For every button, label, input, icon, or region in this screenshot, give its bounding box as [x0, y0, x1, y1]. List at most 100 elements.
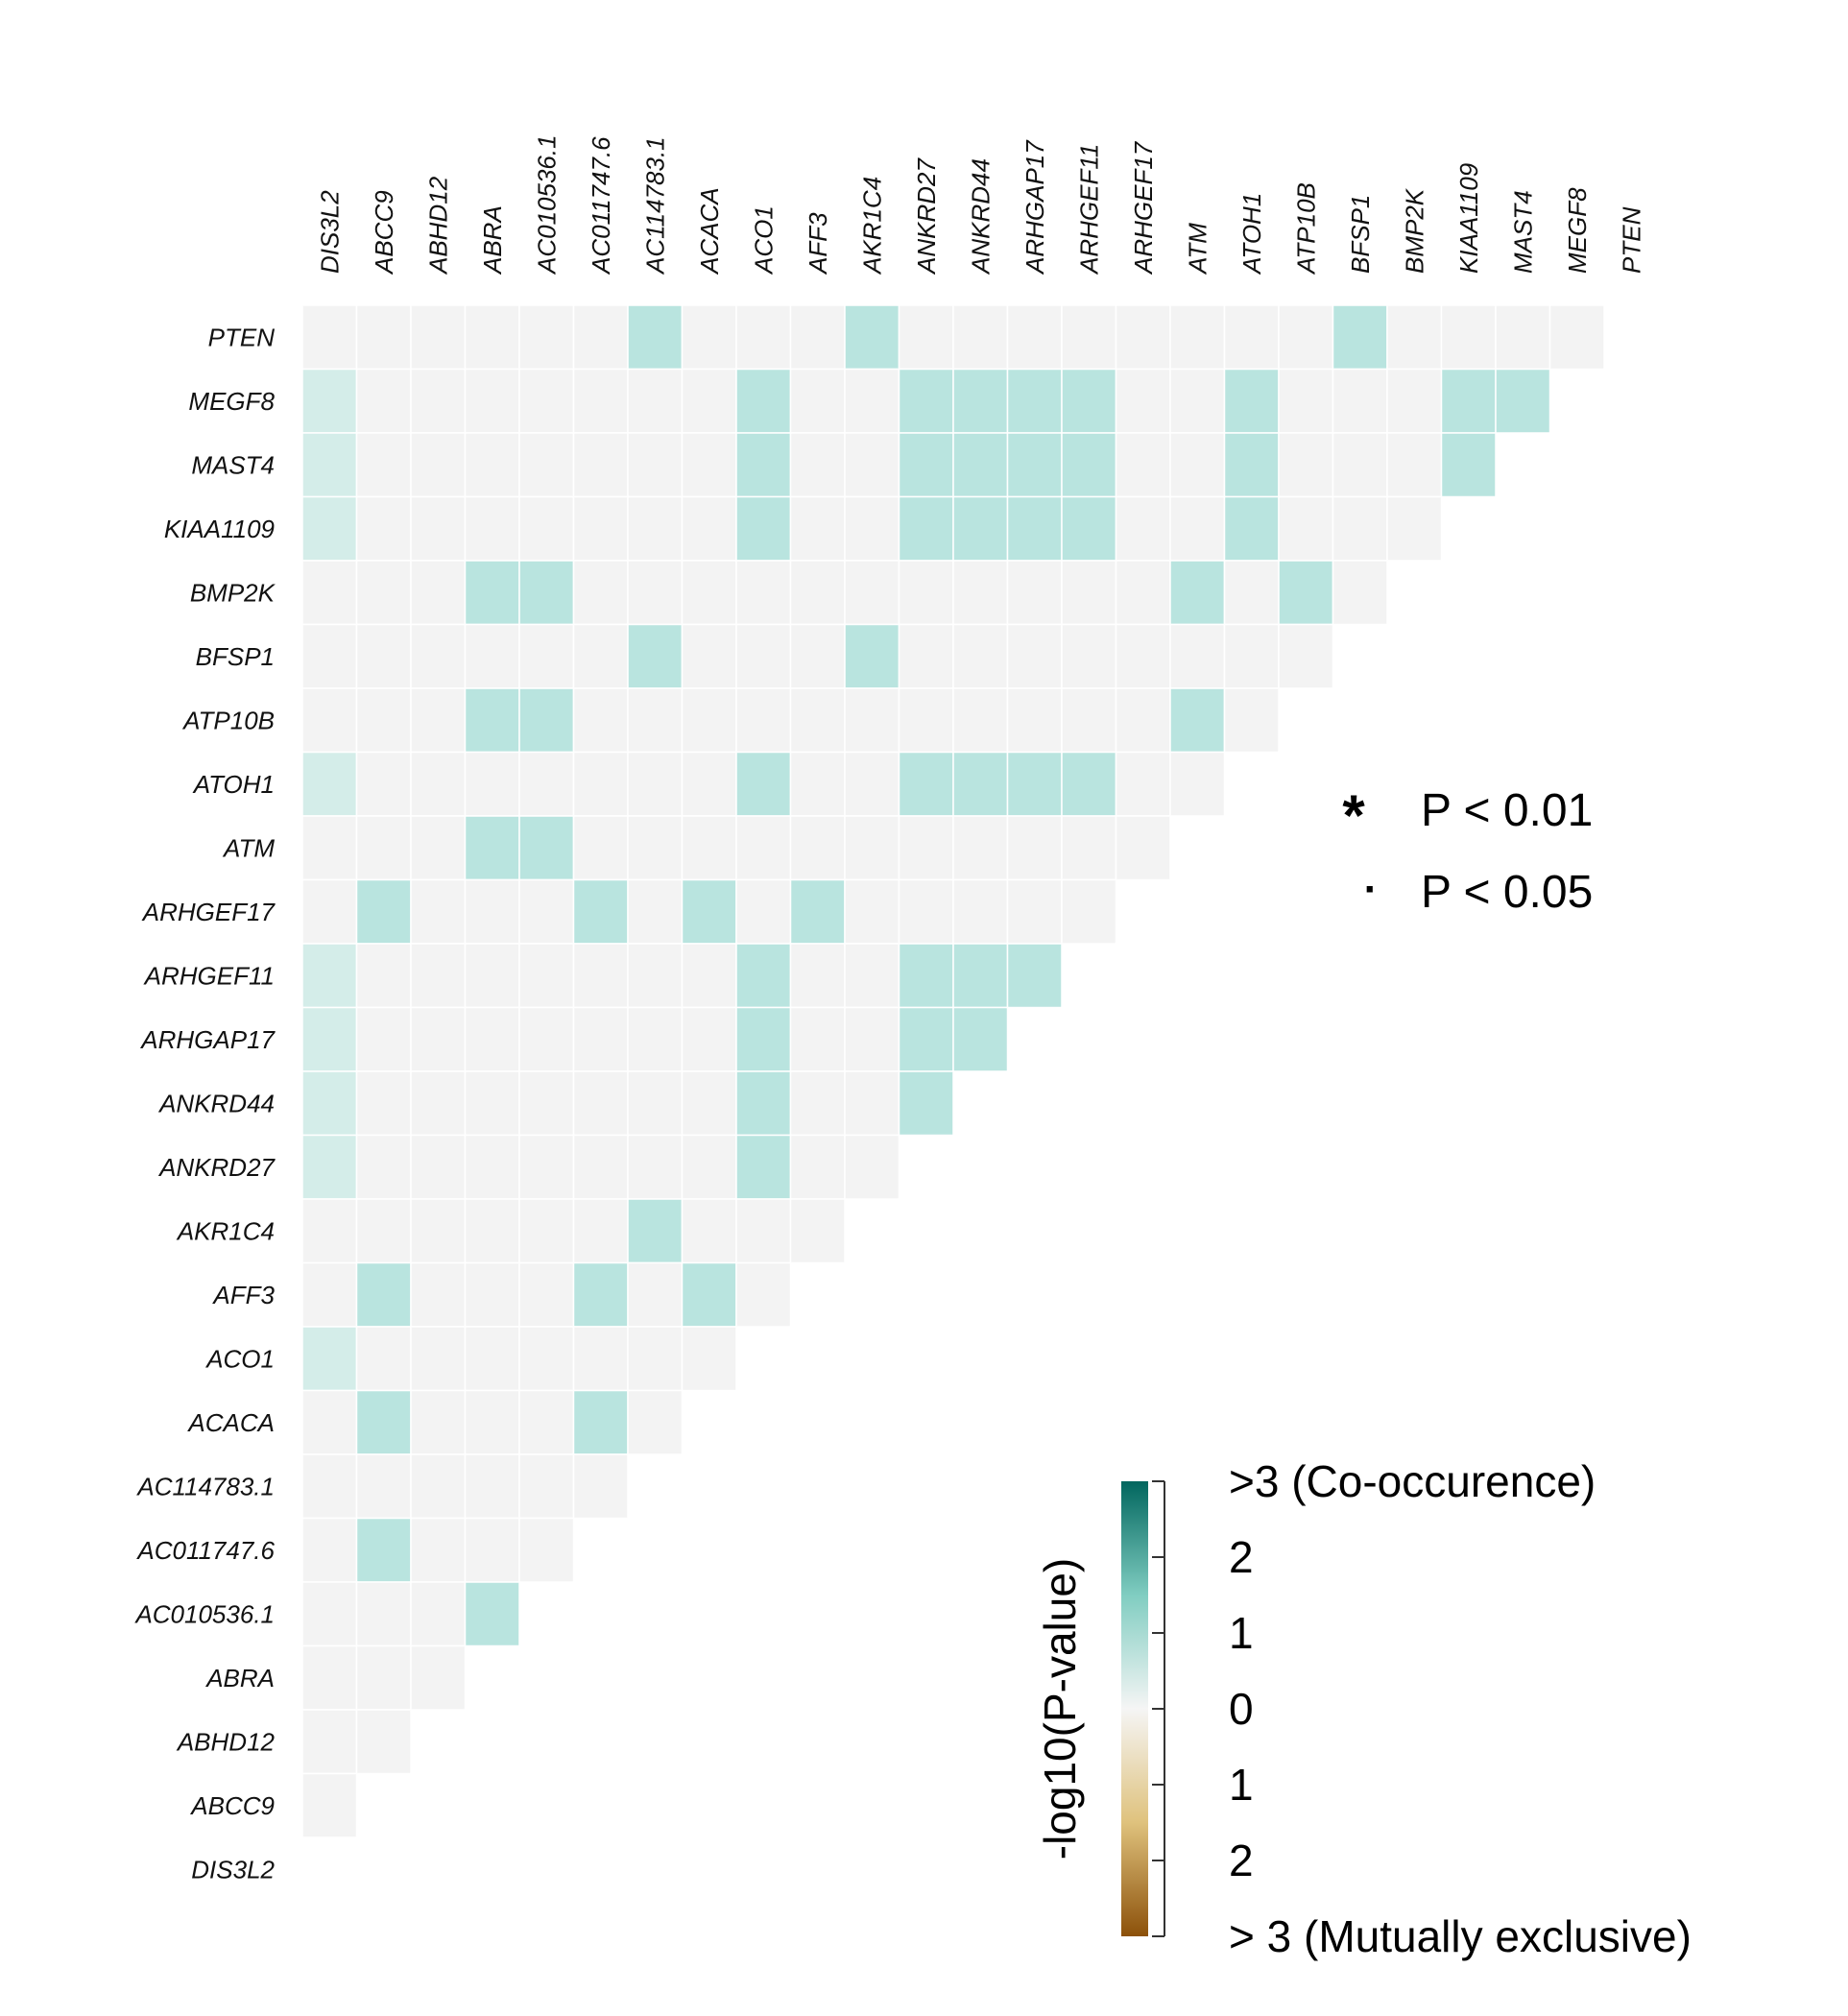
- heatmap-cell-ABRA-DIS3L2: [301, 1644, 358, 1711]
- heatmap-cell-ANKRD27-AFF3: [789, 1134, 846, 1200]
- col-label-MAST4: MAST4: [1508, 190, 1537, 274]
- heatmap-cell-MEGF8-AC114783.1: [627, 368, 684, 434]
- heatmap-cell-BFSP1-DIS3L2: [301, 623, 358, 689]
- heatmap-cell-ARHGEF11-ANKRD44: [952, 943, 1009, 1009]
- heatmap-cell-ATOH1-AKR1C4: [844, 751, 900, 817]
- heatmap-cell-PTEN-ATM: [1169, 304, 1226, 371]
- heatmap-cell-BMP2K-AFF3: [789, 560, 846, 626]
- colorbar-tick-label-2: 1: [1229, 1608, 1254, 1658]
- heatmap-cell-ATOH1-ANKRD44: [952, 751, 1009, 817]
- heatmap-cell-ACACA-ABRA: [464, 1389, 520, 1455]
- heatmap-cell-AFF3-AC011747.6: [572, 1261, 629, 1328]
- heatmap-cell-KIAA1109-AC010536.1: [518, 495, 575, 562]
- col-label-ATP10B: ATP10B: [1291, 182, 1320, 276]
- heatmap-cell-ARHGEF11-ABCC9: [355, 943, 412, 1009]
- heatmap-cell-ATOH1-AFF3: [789, 751, 846, 817]
- row-label-AC011747.6: AC011747.6: [135, 1536, 275, 1565]
- heatmap-cell-ANKRD44-ANKRD27: [898, 1070, 954, 1137]
- heatmap-cell-ARHGEF17-ABHD12: [410, 878, 467, 945]
- heatmap-cell-MAST4-ATP10B: [1278, 432, 1334, 498]
- heatmap-cell-ARHGAP17-AC011747.6: [572, 1006, 629, 1072]
- heatmap-cell-PTEN-AC011747.6: [572, 304, 629, 371]
- heatmap-cell-PTEN-AFF3: [789, 304, 846, 371]
- heatmap-cell-ATP10B-ARHGAP17: [1006, 687, 1063, 754]
- heatmap-cell-ARHGAP17-AC010536.1: [518, 1006, 575, 1072]
- heatmap-cell-KIAA1109-ATOH1: [1223, 495, 1280, 562]
- heatmap-cell-ATM-ABCC9: [355, 815, 412, 881]
- heatmap-cell-BFSP1-ATM: [1169, 623, 1226, 689]
- heatmap-cell-ATOH1-DIS3L2: [301, 751, 358, 817]
- heatmap-cell-MAST4-ATOH1: [1223, 432, 1280, 498]
- heatmap-cell-ACO1-DIS3L2: [301, 1326, 358, 1392]
- heatmap-cell-MAST4-ARHGEF17: [1115, 432, 1171, 498]
- heatmap-cell-PTEN-ACACA: [681, 304, 737, 371]
- row-label-ARHGAP17: ARHGAP17: [139, 1025, 276, 1054]
- heatmap-cell-MEGF8-AFF3: [789, 368, 846, 434]
- heatmap-cell-PTEN-ARHGAP17: [1006, 304, 1063, 371]
- heatmap-cell-AC114783.1-ABHD12: [410, 1453, 467, 1520]
- heatmap-cell-AFF3-ACACA: [681, 1261, 737, 1328]
- heatmap-cell-ARHGEF17-DIS3L2: [301, 878, 358, 945]
- col-label-DIS3L2: DIS3L2: [315, 190, 344, 274]
- heatmap-cell-ATM-ABRA: [464, 815, 520, 881]
- heatmap-cell-BMP2K-BFSP1: [1332, 560, 1388, 626]
- heatmap-cell-MEGF8-KIAA1109: [1440, 368, 1497, 434]
- heatmap-cell-MAST4-ATM: [1169, 432, 1226, 498]
- heatmap-cell-ATOH1-ABCC9: [355, 751, 412, 817]
- heatmap-cell-MEGF8-ARHGEF17: [1115, 368, 1171, 434]
- row-label-ABCC9: ABCC9: [189, 1791, 275, 1820]
- heatmap-cell-ARHGAP17-ABRA: [464, 1006, 520, 1072]
- col-label-MEGF8: MEGF8: [1563, 187, 1592, 274]
- heatmap-cell-MEGF8-ACACA: [681, 368, 737, 434]
- heatmap-cell-ATP10B-AC010536.1: [518, 687, 575, 754]
- heatmap-cell-ACACA-DIS3L2: [301, 1389, 358, 1455]
- heatmap-cell-BFSP1-ARHGEF11: [1061, 623, 1117, 689]
- heatmap-cell-BFSP1-ABRA: [464, 623, 520, 689]
- heatmap-cell-ANKRD27-ACO1: [735, 1134, 792, 1200]
- colorbar-tick-label-0: >3 (Co-occurence): [1229, 1456, 1596, 1506]
- heatmap-cell-BMP2K-AC114783.1: [627, 560, 684, 626]
- heatmap-cell-AC114783.1-DIS3L2: [301, 1453, 358, 1520]
- row-label-ARHGEF17: ARHGEF17: [141, 898, 276, 926]
- heatmap-cell-ANKRD27-ACACA: [681, 1134, 737, 1200]
- heatmap-cell-AC114783.1-AC010536.1: [518, 1453, 575, 1520]
- heatmap-cell-PTEN-MEGF8: [1548, 304, 1605, 371]
- heatmap-cell-BMP2K-ARHGAP17: [1006, 560, 1063, 626]
- heatmap-cell-ARHGEF17-ARHGAP17: [1006, 878, 1063, 945]
- heatmap-cell-BFSP1-ABHD12: [410, 623, 467, 689]
- heatmap-cell-PTEN-ARHGEF17: [1115, 304, 1171, 371]
- row-label-ANKRD27: ANKRD27: [157, 1153, 276, 1182]
- colorbar-gradient: [1121, 1481, 1148, 1936]
- row-label-ARHGEF11: ARHGEF11: [143, 961, 275, 990]
- sig-symbol-strong: *: [1342, 783, 1365, 848]
- heatmap-cell-MEGF8-DIS3L2: [301, 368, 358, 434]
- heatmap-cell-MAST4-ACACA: [681, 432, 737, 498]
- row-labels: PTEN MEGF8 MAST4 KIAA1109 BMP2K BFSP1 ATP10B AT…: [133, 323, 276, 1884]
- heatmap-cell-ARHGEF11-ACACA: [681, 943, 737, 1009]
- heatmap-cell-ATOH1-ARHGEF17: [1115, 751, 1171, 817]
- heatmap-cell-KIAA1109-ABRA: [464, 495, 520, 562]
- heatmap-cell-MAST4-ABCC9: [355, 432, 412, 498]
- heatmap-cell-ARHGEF17-AKR1C4: [844, 878, 900, 945]
- heatmap-cell-KIAA1109-ACO1: [735, 495, 792, 562]
- heatmap-cell-ATOH1-AC011747.6: [572, 751, 629, 817]
- row-label-ATP10B: ATP10B: [181, 706, 275, 734]
- heatmap-cell-BMP2K-AKR1C4: [844, 560, 900, 626]
- heatmap-cell-AKR1C4-ABCC9: [355, 1198, 412, 1264]
- heatmap-cell-ATM-ARHGEF17: [1115, 815, 1171, 881]
- heatmap-cell-ABCC9-DIS3L2: [301, 1772, 358, 1838]
- heatmap-cell-KIAA1109-ATM: [1169, 495, 1226, 562]
- heatmap-cell-PTEN-KIAA1109: [1440, 304, 1497, 371]
- heatmap-cell-ABHD12-ABCC9: [355, 1709, 412, 1775]
- heatmap-cell-ATP10B-ATOH1: [1223, 687, 1280, 754]
- heatmap-cell-ARHGEF11-DIS3L2: [301, 943, 358, 1009]
- row-label-AC114783.1: AC114783.1: [135, 1472, 275, 1500]
- heatmap-cell-ATM-AC010536.1: [518, 815, 575, 881]
- heatmap-cell-ANKRD44-AC010536.1: [518, 1070, 575, 1137]
- heatmap-cell-ATOH1-ARHGEF11: [1061, 751, 1117, 817]
- heatmap-cell-ARHGEF17-AC010536.1: [518, 878, 575, 945]
- heatmap-cell-ATP10B-AFF3: [789, 687, 846, 754]
- heatmap-cell-PTEN-ATP10B: [1278, 304, 1334, 371]
- col-label-ACO1: ACO1: [749, 205, 778, 276]
- col-label-ANKRD44: ANKRD44: [966, 158, 995, 276]
